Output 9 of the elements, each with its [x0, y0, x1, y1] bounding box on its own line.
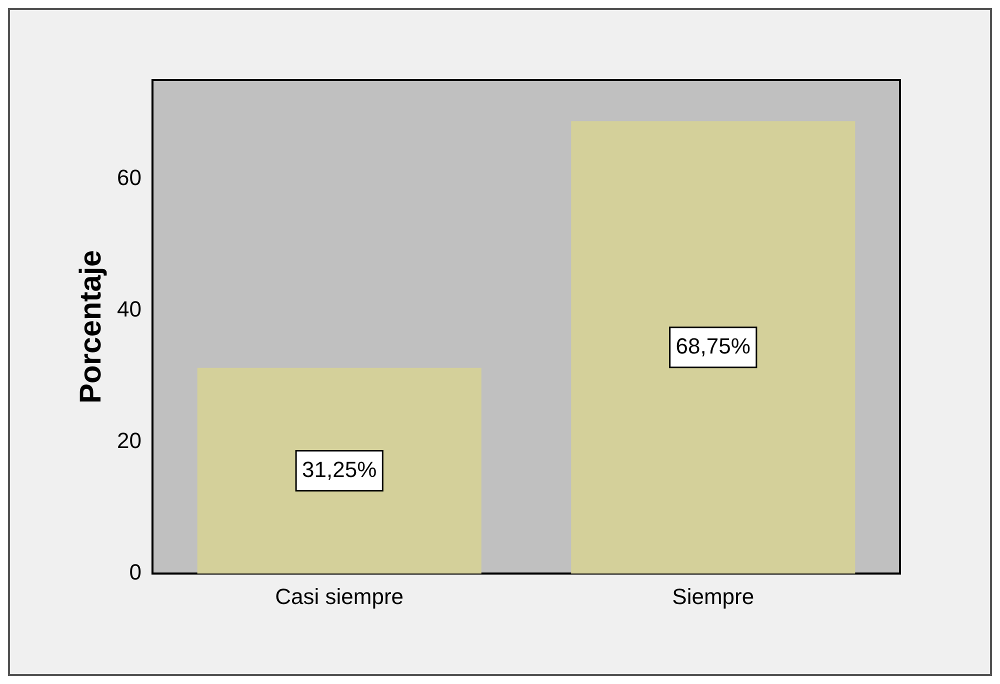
y-tick-label: 40 — [116, 296, 142, 322]
y-tick-label: 0 — [129, 560, 142, 585]
x-tick-label: Siempre — [672, 584, 754, 609]
y-tick-label: 60 — [116, 164, 142, 190]
y-tick-label: 20 — [116, 428, 142, 454]
y-axis-title: Porcentaje — [74, 250, 108, 404]
data-label: 31,25% — [302, 456, 377, 482]
data-label: 68,75% — [676, 333, 750, 358]
x-tick-label: Casi siempre — [275, 584, 404, 609]
